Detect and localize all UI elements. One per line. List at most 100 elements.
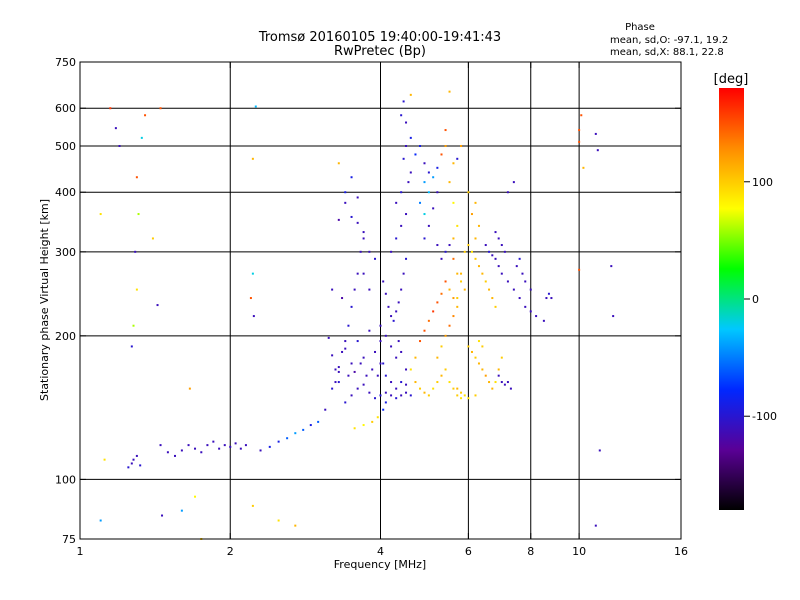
data-point <box>277 440 280 443</box>
data-point <box>444 368 447 371</box>
data-point <box>440 345 443 348</box>
data-point <box>460 391 463 394</box>
y-tick-label: 400 <box>55 186 76 199</box>
data-point <box>491 387 494 390</box>
data-point <box>350 394 353 397</box>
data-point <box>400 191 403 194</box>
data-point <box>515 265 518 268</box>
data-point <box>374 397 377 400</box>
data-point <box>400 224 403 227</box>
data-point <box>432 207 435 210</box>
data-point <box>419 340 422 343</box>
data-point <box>448 324 451 327</box>
data-point <box>414 381 417 384</box>
data-point <box>436 244 439 247</box>
data-point <box>294 432 297 435</box>
data-point <box>368 288 371 291</box>
data-point <box>390 394 393 397</box>
data-point <box>331 387 334 390</box>
colorbar-tick-label: 100 <box>752 176 773 189</box>
data-point <box>594 132 597 135</box>
data-point <box>423 237 426 240</box>
data-point <box>347 374 350 377</box>
data-point <box>494 381 497 384</box>
data-point <box>200 451 203 454</box>
data-point <box>244 444 247 447</box>
data-point <box>547 292 550 295</box>
data-point <box>317 420 320 423</box>
data-point <box>114 127 117 130</box>
data-point <box>379 362 382 365</box>
x-tick-label: 8 <box>527 545 534 558</box>
data-point <box>140 136 143 139</box>
data-point <box>460 144 463 147</box>
data-point <box>251 504 254 507</box>
data-point <box>423 162 426 165</box>
chart-subtitle: RwPretec (Bp) <box>334 44 426 59</box>
data-point <box>344 340 347 343</box>
data-point <box>400 394 403 397</box>
data-point <box>444 129 447 132</box>
data-point <box>405 144 408 147</box>
data-point <box>379 394 382 397</box>
data-point <box>223 444 226 447</box>
data-point <box>535 315 538 318</box>
data-point <box>251 272 254 275</box>
data-point <box>387 305 390 308</box>
data-point <box>419 201 422 204</box>
data-point <box>470 350 473 353</box>
data-point <box>427 224 430 227</box>
data-point <box>402 100 405 103</box>
data-point <box>356 340 359 343</box>
data-point <box>337 162 340 165</box>
x-tick-label: 4 <box>377 545 384 558</box>
data-point <box>331 354 334 357</box>
data-point <box>521 272 524 275</box>
data-point <box>488 288 491 291</box>
data-point <box>594 524 597 527</box>
data-point <box>463 288 466 291</box>
data-point <box>550 297 553 300</box>
data-point <box>427 171 430 174</box>
data-point <box>481 368 484 371</box>
data-point <box>509 387 512 390</box>
data-point <box>460 280 463 283</box>
data-point <box>390 345 393 348</box>
data-point <box>294 524 297 527</box>
data-point <box>484 244 487 247</box>
data-point <box>356 387 359 390</box>
data-point <box>109 107 112 110</box>
stats-line-o: mean, sd,O: -97.1, 19.2 <box>610 35 728 46</box>
data-point <box>368 329 371 332</box>
data-point <box>456 157 459 160</box>
data-point <box>134 250 137 253</box>
data-point <box>456 297 459 300</box>
data-point <box>379 340 382 343</box>
y-tick-label: 300 <box>55 246 76 259</box>
data-point <box>448 244 451 247</box>
data-point <box>359 362 362 365</box>
data-point <box>206 444 209 447</box>
data-point <box>324 408 327 411</box>
data-point <box>151 237 154 240</box>
data-point <box>506 191 509 194</box>
data-point <box>612 315 615 318</box>
data-point <box>524 305 527 308</box>
data-point <box>436 381 439 384</box>
data-point <box>362 424 365 427</box>
data-point <box>161 514 164 517</box>
data-point <box>400 288 403 291</box>
data-point <box>467 345 470 348</box>
data-point <box>598 449 601 452</box>
data-point <box>103 458 106 461</box>
data-point <box>467 397 470 400</box>
data-point <box>337 366 340 369</box>
data-point <box>144 114 147 117</box>
data-point <box>390 381 393 384</box>
data-point <box>474 237 477 240</box>
data-point <box>400 350 403 353</box>
data-point <box>405 257 408 260</box>
data-point <box>542 319 545 322</box>
data-point <box>427 394 430 397</box>
data-point <box>130 462 133 465</box>
